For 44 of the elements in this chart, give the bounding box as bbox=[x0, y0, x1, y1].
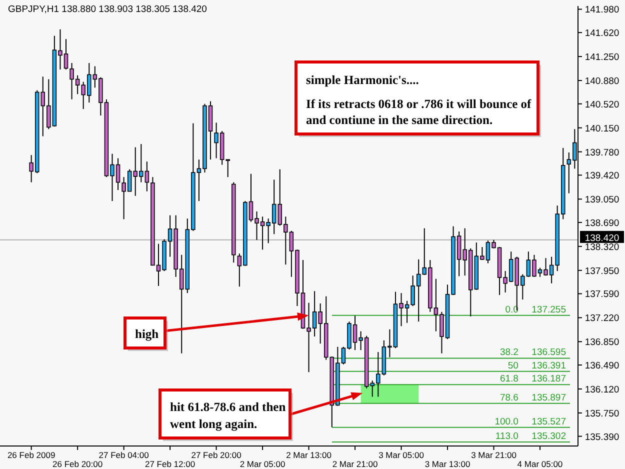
y-tick-label: 138.690 bbox=[584, 218, 620, 229]
annotation: high bbox=[135, 327, 159, 341]
x-tick-label: 27 Feb 04:00 bbox=[98, 450, 150, 460]
ref-line-label: 0.0 137.255 bbox=[505, 304, 566, 316]
ref-line-label: 100.0 135.527 bbox=[494, 416, 566, 428]
x-tick-label: 3 Mar 13:00 bbox=[424, 459, 470, 469]
x-tick-label: 27 Feb 12:00 bbox=[144, 459, 196, 469]
x-tick-label: 3 Mar 21:00 bbox=[471, 450, 517, 460]
ref-line-label: 138.420 bbox=[584, 232, 620, 244]
y-tick-label: 139.780 bbox=[584, 147, 620, 158]
y-tick-label: 138.320 bbox=[584, 242, 620, 253]
ref-line-label: 61.8 136.187 bbox=[500, 374, 566, 385]
annotation: hit 61.8-78.6 and then went long again. bbox=[170, 400, 286, 431]
y-tick-label: 137.590 bbox=[584, 289, 620, 300]
y-tick-label: 135.750 bbox=[584, 408, 620, 420]
y-tick-label: 137.220 bbox=[584, 313, 620, 324]
x-tick-label: 26 Feb 20:00 bbox=[52, 459, 103, 469]
y-tick-label: 136.850 bbox=[584, 337, 620, 348]
y-tick-label: 141.980 bbox=[584, 4, 620, 16]
y-tick-label: 136.120 bbox=[584, 384, 620, 396]
y-tick-label: 137.950 bbox=[584, 266, 620, 277]
x-tick-label: 27 Feb 20:00 bbox=[191, 450, 242, 460]
y-tick-label: 140.150 bbox=[584, 123, 620, 134]
x-tick-label: 4 Mar 05:00 bbox=[517, 459, 563, 469]
x-tick-label: 2 Mar 05:00 bbox=[240, 459, 286, 469]
ref-line-label: 78.6 135.897 bbox=[500, 392, 566, 404]
x-tick-label: 2 Mar 13:00 bbox=[286, 450, 332, 460]
y-tick-label: 135.390 bbox=[584, 432, 620, 443]
y-tick-label: 141.620 bbox=[584, 28, 620, 40]
ref-line-label: 50 136.391 bbox=[508, 360, 566, 372]
y-tick-label: 139.420 bbox=[584, 170, 620, 182]
ref-line-label: 113.0 135.302 bbox=[495, 430, 566, 442]
annotation: If its retracts 0618 or .786 it will bounce of and contiune in the same direction. bbox=[306, 97, 532, 127]
x-tick-label: 3 Mar 05:00 bbox=[378, 450, 424, 460]
y-tick-label: 140.880 bbox=[584, 76, 620, 88]
y-tick-label: 139.050 bbox=[584, 194, 620, 206]
chart-title: GBPJPY,H1 138.880 138.903 138.305 138.420 bbox=[8, 4, 207, 15]
annotation: simple Harmonic's.... bbox=[306, 73, 419, 87]
y-tick-label: 140.520 bbox=[584, 99, 620, 110]
y-tick-label: 141.250 bbox=[584, 52, 620, 64]
y-tick-label: 136.490 bbox=[584, 360, 620, 372]
x-tick-label: 26 Feb 2009 bbox=[7, 450, 56, 460]
ref-line-label: 38.2 136.595 bbox=[500, 347, 566, 358]
x-tick-label: 2 Mar 21:00 bbox=[332, 459, 378, 469]
